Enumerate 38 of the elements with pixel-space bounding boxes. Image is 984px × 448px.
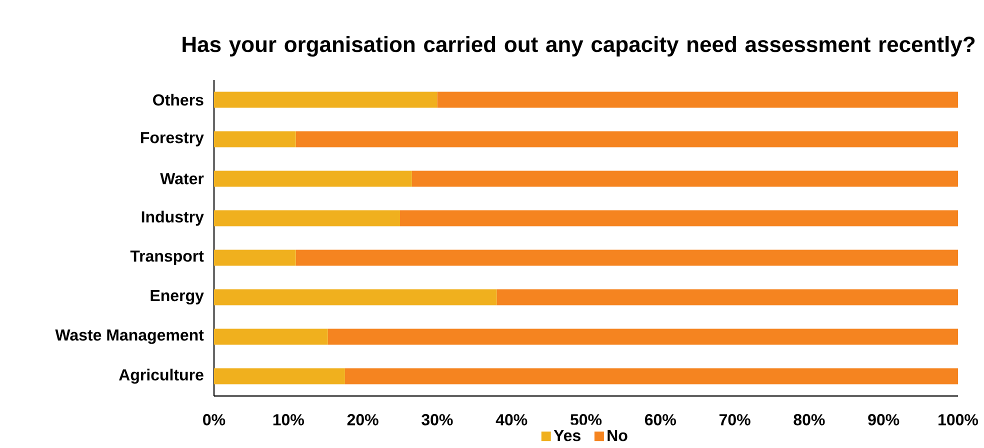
bar: [328, 328, 958, 345]
x-tick-label: 90%: [868, 414, 900, 426]
bar: [296, 131, 958, 148]
bar: [214, 250, 296, 266]
y-tick-label: Transport: [130, 250, 204, 265]
bar: [214, 328, 328, 345]
y-tick-label: Waste Management: [55, 330, 204, 344]
bar: [214, 92, 438, 108]
x-tick-label: 50%: [570, 414, 602, 426]
x-tick-label: 10%: [273, 414, 304, 426]
bar: [214, 368, 345, 384]
y-tick-label: Others: [153, 94, 204, 106]
x-tick-label: 0%: [203, 414, 226, 426]
y-tick-label: Industry: [142, 210, 204, 226]
legend-label: No: [608, 430, 628, 442]
x-tick-label: 60%: [644, 414, 676, 426]
bar: [214, 170, 412, 187]
x-tick-label: 100%: [938, 414, 978, 426]
y-tick-label: Agriculture: [119, 368, 204, 384]
y-tick-label: Energy: [150, 290, 204, 304]
bar: [296, 250, 958, 266]
bar: [412, 170, 958, 187]
legend-label: Yes: [554, 430, 580, 442]
y-tick-label: Water: [160, 173, 204, 184]
bar: [214, 131, 296, 148]
bar: [400, 210, 958, 226]
x-tick-label: 20%: [347, 414, 378, 426]
bar: [344, 368, 958, 384]
chart-title: Has your organisation carried out any capacity need assessment recently?: [182, 36, 975, 57]
x-tick-label: 30%: [422, 414, 453, 426]
x-tick-label: 70%: [719, 414, 750, 426]
bar: [214, 210, 400, 226]
x-tick-label: 40%: [496, 414, 528, 426]
bar: [437, 92, 958, 108]
bar: [496, 289, 958, 306]
bar: [214, 289, 497, 306]
y-tick-label: Forestry: [141, 132, 204, 146]
x-tick-label: 80%: [794, 414, 825, 426]
